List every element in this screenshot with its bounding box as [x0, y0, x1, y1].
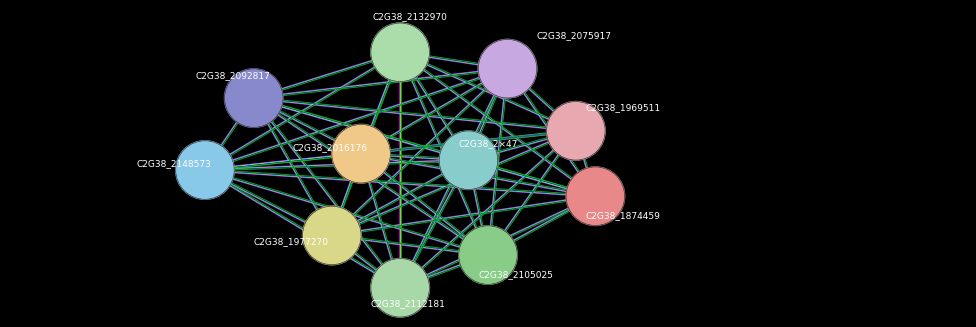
Ellipse shape — [566, 167, 625, 226]
Ellipse shape — [224, 69, 283, 128]
Text: C2G38_1969511: C2G38_1969511 — [586, 103, 661, 112]
Ellipse shape — [459, 226, 517, 284]
Ellipse shape — [176, 141, 234, 199]
Text: C2G38_2112181: C2G38_2112181 — [371, 300, 446, 309]
Ellipse shape — [547, 101, 605, 160]
Text: C2G38_2105025: C2G38_2105025 — [478, 270, 553, 279]
Ellipse shape — [371, 23, 429, 82]
Text: C2G38_2016176: C2G38_2016176 — [293, 143, 368, 152]
Text: C2G38_2075917: C2G38_2075917 — [537, 31, 612, 41]
Text: C2G38_1874459: C2G38_1874459 — [586, 211, 661, 220]
Ellipse shape — [371, 258, 429, 317]
Text: C2G38_2132970: C2G38_2132970 — [373, 12, 447, 21]
Text: C2G38_2×47: C2G38_2×47 — [459, 139, 518, 148]
Ellipse shape — [439, 131, 498, 190]
Text: C2G38_2092817: C2G38_2092817 — [195, 71, 270, 80]
Text: C2G38_1977270: C2G38_1977270 — [254, 237, 329, 247]
Text: C2G38_2148573: C2G38_2148573 — [137, 159, 212, 168]
Ellipse shape — [303, 206, 361, 265]
Ellipse shape — [332, 124, 390, 183]
Ellipse shape — [478, 39, 537, 98]
